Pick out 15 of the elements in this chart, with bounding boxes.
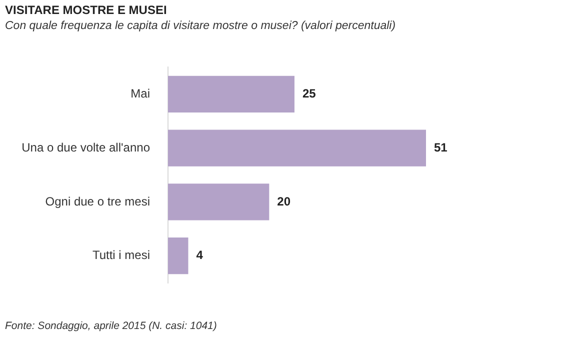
- y-tick-label: Mai: [130, 86, 150, 100]
- y-tick-label: Ogni due o tre mesi: [45, 194, 150, 208]
- data-label: 51: [434, 140, 448, 154]
- source-note: Fonte: Sondaggio, aprile 2015 (N. casi: 1041): [5, 320, 217, 332]
- data-label: 20: [277, 194, 291, 208]
- bar: [168, 130, 426, 166]
- y-tick-label: Tutti i mesi: [92, 248, 150, 262]
- data-label: 4: [196, 248, 204, 262]
- bar: [168, 184, 270, 220]
- y-tick-label: Una o due volte all'anno: [22, 140, 150, 154]
- chart-title: VISITARE MOSTRE E MUSEI: [5, 3, 167, 17]
- chart-subtitle: Con quale frequenza le capita di visitare mostre o musei? (valori percentuali): [5, 20, 396, 32]
- data-label: 25: [302, 86, 316, 100]
- bar: [168, 76, 294, 112]
- bar: [168, 238, 188, 274]
